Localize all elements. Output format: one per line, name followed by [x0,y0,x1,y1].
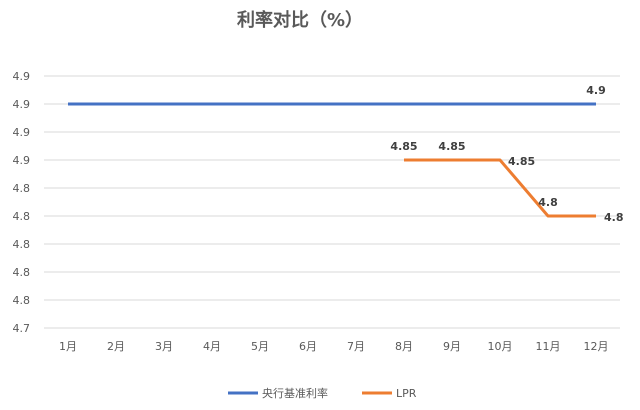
y-tick-label: 4.9 [13,126,31,139]
y-tick-label: 4.8 [13,266,31,279]
y-tick-label: 4.9 [13,70,31,83]
data-label: 4.85 [390,140,417,153]
y-tick-label: 4.9 [13,98,31,111]
y-tick-label: 4.8 [13,238,31,251]
y-tick-label: 4.8 [13,294,31,307]
x-tick-label: 4月 [203,340,221,353]
legend: 央行基准利率 LPR [228,386,417,400]
x-tick-label: 3月 [155,340,173,353]
y-tick-label: 4.8 [13,182,31,195]
data-label: 4.8 [604,211,624,224]
x-tick-label: 1月 [59,340,77,353]
gridlines [44,75,620,329]
y-tick-label: 4.7 [13,322,31,335]
x-tick-label: 9月 [443,340,461,353]
y-axis-tick-labels: 4.9 4.9 4.9 4.9 4.8 4.8 4.8 4.8 4.8 4.7 [13,70,31,335]
x-tick-label: 2月 [107,340,125,353]
x-tick-label: 6月 [299,340,317,353]
chart-title: 利率对比（%） [237,9,363,31]
legend-label: LPR [396,387,417,400]
x-tick-label: 10月 [488,340,513,353]
x-tick-label: 11月 [536,340,561,353]
data-label: 4.9 [586,84,606,97]
x-tick-label: 7月 [347,340,365,353]
data-labels: 4.9 4.85 4.85 4.85 4.8 4.8 [390,84,623,224]
y-tick-label: 4.8 [13,210,31,223]
series-line-2 [404,158,596,218]
data-label: 4.85 [438,140,465,153]
legend-label: 央行基准利率 [262,386,328,400]
x-tick-label: 8月 [395,340,413,353]
data-label: 4.85 [508,155,535,168]
x-tick-label: 5月 [251,340,269,353]
series-lines [68,102,596,218]
y-tick-label: 4.9 [13,154,31,167]
data-label: 4.8 [538,196,558,209]
x-axis-tick-labels: 1月 2月 3月 4月 5月 6月 7月 8月 9月 10月 11月 12月 [59,340,609,353]
x-tick-label: 12月 [584,340,609,353]
